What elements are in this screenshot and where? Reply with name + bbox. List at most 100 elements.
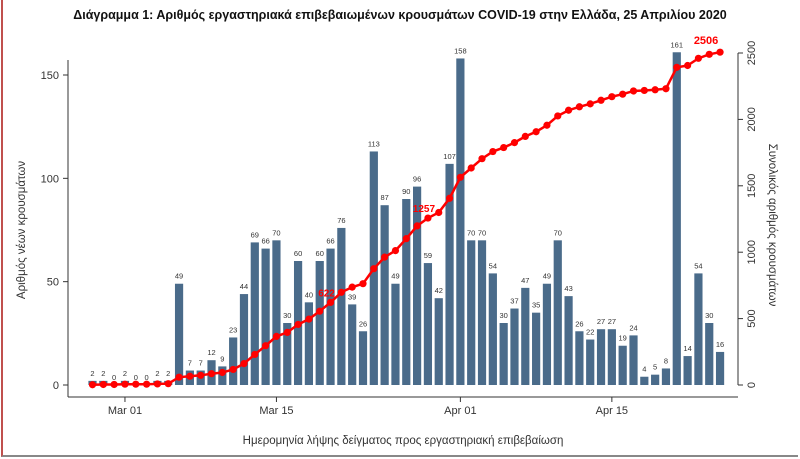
bar-value-label: 7 [199,359,203,368]
x-tick-label: Mar 15 [259,405,293,417]
bar [337,227,346,385]
bar [272,240,281,385]
y2-tick-label: 2500 [746,41,758,65]
bar [380,205,389,385]
cumulative-point [435,208,443,217]
bar [651,374,660,385]
cumulative-annotation: 1257 [413,204,436,215]
cumulative-point [684,61,692,70]
cumulative-point [651,86,659,94]
bar-value-label: 2 [123,369,127,378]
bar-value-label: 69 [251,230,259,239]
bar-value-label: 161 [671,40,684,49]
bar-value-label: 66 [326,237,334,246]
cumulative-point [272,332,281,340]
bar [445,163,454,385]
y2-tick-label: 1500 [746,174,758,198]
cumulative-point [326,298,335,306]
bar [510,308,519,385]
bar-value-label: 27 [597,317,605,326]
cumulative-point [143,380,151,388]
bar [261,248,270,385]
y2-tick-label: 1000 [746,240,758,264]
bar [413,186,422,385]
cumulative-point [391,247,400,255]
bar-value-label: 7 [188,359,192,368]
cumulative-point [500,143,508,152]
bar-value-label: 66 [261,237,269,246]
bar-value-label: 39 [348,292,356,301]
cumulative-point [532,128,540,136]
y2-tick-label: 0 [746,382,758,388]
bar [607,329,616,385]
bar [532,312,541,385]
bar [672,52,681,386]
cumulative-point [662,85,670,93]
cumulative-point [132,380,140,388]
bar [434,298,443,385]
cumulative-point [348,283,356,291]
chart-title: Διάγραμμα 1: Αριθμός εργαστηριακά επιβεβ… [73,8,727,22]
cumulative-point [229,365,237,374]
x-tick-label: Apr 15 [596,405,628,417]
cumulative-point [510,139,519,147]
bar [239,294,249,385]
cumulative-point [673,63,681,71]
bar [456,58,465,385]
bar [402,199,411,385]
y-tick-label: 150 [41,70,59,82]
cumulative-point [164,380,172,388]
bar [250,242,259,385]
cumulative-point [359,280,367,288]
cumulative-point [153,380,162,388]
y2-axis-label: Συνολικός αριθμός κρουσμάτων [766,144,778,307]
cumulative-point [283,328,291,337]
cumulative-point [99,380,107,389]
cumulative-point [294,320,302,329]
bar [629,335,638,385]
bar-value-label: 42 [435,286,443,295]
cumulative-point [445,194,454,202]
cumulative-point [251,350,259,359]
bar-value-label: 26 [359,319,367,328]
cumulative-point [478,155,486,163]
cumulative-point [186,372,194,380]
cumulative-point [705,50,713,58]
bar [423,263,433,385]
bar-value-label: 2 [166,369,170,378]
bar-value-label: 54 [489,261,497,270]
cumulative-point [521,132,529,140]
cumulative-point [262,342,270,350]
bar-value-label: 2 [155,369,159,378]
bar-value-label: 5 [653,363,657,372]
bar-value-label: 0 [134,373,138,382]
bar [326,248,335,385]
cumulative-point [564,106,573,114]
bar-value-label: 70 [554,228,562,237]
cumulative-point [207,370,216,378]
bar-value-label: 59 [424,251,432,260]
bar-value-label: 23 [229,325,237,334]
bar-value-label: 26 [575,319,583,328]
cumulative-point [575,103,584,111]
cumulative-point [597,96,605,104]
bar [521,287,530,385]
cumulative-point [121,380,129,388]
cumulative-point [305,315,313,323]
bar-value-label: 12 [207,348,215,357]
cumulative-point [110,380,118,389]
bar [596,329,606,385]
bar-value-label: 96 [413,175,421,184]
cumulative-point [240,360,248,368]
bar-value-label: 4 [642,365,646,374]
bar [467,240,476,385]
y-axis-label: Αριθμός νέων κρουσμάτων [16,161,28,299]
y-tick-label: 50 [47,277,59,289]
bar-value-label: 8 [664,356,668,365]
x-tick-label: Apr 01 [444,405,476,417]
bar [694,273,703,385]
bar-value-label: 24 [629,323,637,332]
bar [229,337,238,385]
y2-tick-label: 2000 [746,107,758,131]
